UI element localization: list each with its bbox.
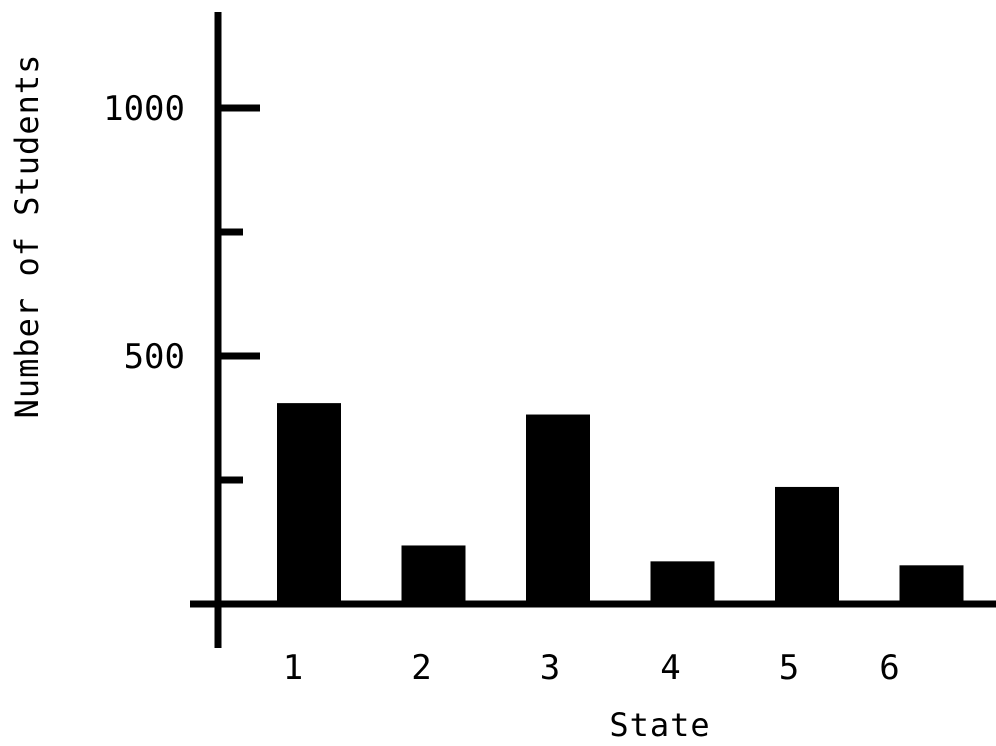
x-tick-label-5: 5 [779, 648, 799, 688]
bar-state-6 [899, 565, 964, 604]
bar-state-4 [650, 561, 715, 604]
bars-group [277, 403, 964, 604]
x-axis-label: State [609, 706, 710, 744]
bar-state-3 [526, 414, 590, 604]
x-tick-label-1: 1 [283, 648, 303, 688]
x-tick-label-2: 2 [411, 648, 431, 688]
bar-state-5 [775, 486, 839, 604]
x-tick-labels-group: 1 2 3 4 5 6 [283, 648, 900, 688]
bar-state-1 [277, 403, 341, 604]
x-tick-label-3: 3 [540, 648, 560, 688]
bar-state-2 [401, 545, 466, 604]
x-tick-label-4: 4 [660, 648, 680, 688]
x-tick-label-6: 6 [879, 648, 899, 688]
y-axis-label: Number of Students [8, 54, 46, 419]
y-ticks-group: 500 1000 [103, 89, 260, 484]
y-tick-label-1000: 1000 [103, 89, 185, 129]
y-tick-label-500: 500 [124, 337, 185, 377]
